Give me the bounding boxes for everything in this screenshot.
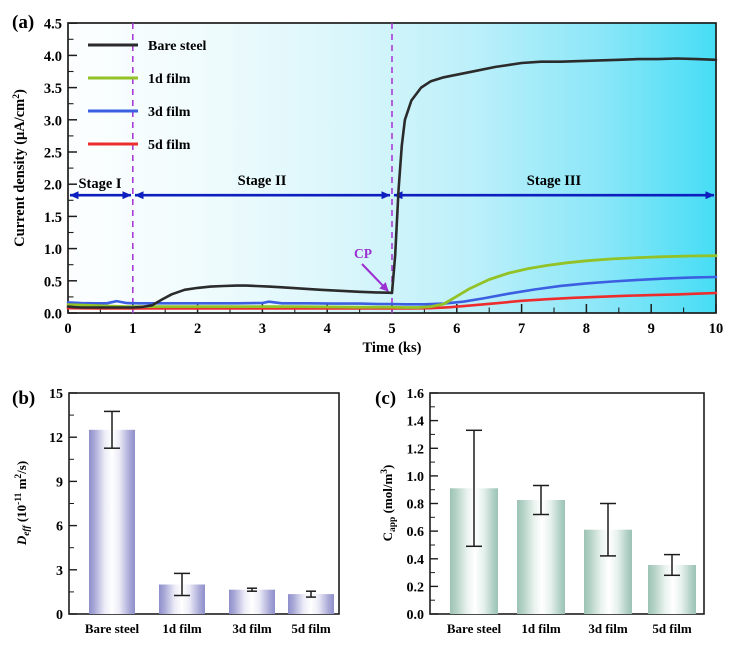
panel-c-ytick-3: 0.6 [407,525,425,540]
panel-c-cat-1: 1d film [521,621,561,636]
table-row [229,589,275,614]
panel-a-series-group [66,57,718,310]
panel-b-ytick-3: 9 [56,475,63,490]
panel-b-y-axis-title: Deff (10-11 m2/s) [14,461,32,546]
panel-a-y-axis-title: Current density (μA/cm2) [12,89,28,247]
panel-c-ytick-2: 0.4 [407,553,425,568]
table-row [89,429,135,614]
panel-b-category-axis: Bare steel 1d film 3d film 5d film [85,621,331,636]
table-row [517,500,565,614]
panel-b-ytick-0: 0 [56,608,63,623]
panel-a-xtick-6: 6 [453,321,460,337]
panel-a-stage-annotations: Stage I Stage II Stage III [69,173,715,200]
panel-c-error-bars [466,429,680,577]
panel-b-ytick-1: 3 [56,564,63,579]
panel-c-y-axis: 0.0 0.2 0.4 0.6 0.8 1.0 1.2 1.4 1.6 [407,387,438,623]
panel-a-xtick-5: 5 [388,321,395,337]
panel-c-cat-2: 3d film [588,621,628,636]
panel-c-ytick-6: 1.2 [407,442,425,457]
panel-b: (b) 0 3 6 9 12 15 Deff (10-11 m2/s) [12,387,340,636]
panel-a-ytick-9: 4.5 [44,17,62,33]
panel-a-xtick-7: 7 [518,321,525,337]
panel-a-xtick-3: 3 [259,321,266,337]
panel-a-xtick-10: 10 [709,321,724,337]
panel-c-ytick-1: 0.2 [407,580,425,595]
panel-a-x-axis-title: Time (ks) [363,340,422,356]
series-bare-steel [66,57,718,309]
stage-label-1: Stage I [78,176,121,192]
panel-c-ytick-7: 1.4 [407,415,425,430]
panel-c: (c) 0.0 0.2 0.4 0.6 0.8 1.0 1.2 [375,387,705,636]
legend-label-5d-film: 5d film [148,138,191,153]
panel-a: (a) 0.0 0.5 1.0 1.5 2.0 [12,12,723,356]
panel-b-ytick-2: 6 [56,520,63,535]
panel-a-legend: Bare steel 1d film 3d film 5d film [88,39,207,153]
panel-a-ytick-1: 0.5 [44,274,62,290]
panel-a-ytick-3: 1.5 [44,210,62,226]
panel-a-dashed-markers [132,23,393,313]
panel-c-y-axis-title: Capp (mol/m3) [380,465,398,542]
panel-b-error-bars [104,410,316,598]
panel-c-ytick-8: 1.6 [407,387,425,402]
stage-label-2: Stage II [238,173,287,189]
series-1d-film [66,254,718,309]
legend-label-3d-film: 3d film [148,105,191,120]
cp-label: CP [354,246,372,261]
panel-a-y-axis: 0.0 0.5 1.0 1.5 2.0 2.5 3.0 3.5 4.0 4.5 [44,17,77,323]
panel-c-ytick-5: 1.0 [407,470,425,485]
panel-a-ytick-5: 2.5 [44,146,62,162]
panel-b-cat-0: Bare steel [85,621,140,636]
panel-c-ytick-0: 0.0 [407,608,425,623]
series-3d-film [66,275,718,306]
stage-label-3: Stage III [527,173,582,189]
panel-a-ytick-0: 0.0 [44,307,62,323]
panel-a-xtick-2: 2 [194,321,201,337]
panel-c-ytick-4: 0.8 [407,498,425,513]
table-row [288,594,334,614]
panel-a-cp-annotation: CP [354,246,389,292]
panel-a-xtick-8: 8 [583,321,590,337]
panel-a-ytick-6: 3.0 [44,113,62,129]
panel-a-xtick-1: 1 [129,321,136,337]
panel-a-xtick-0: 0 [64,321,71,337]
panel-b-ytick-5: 15 [49,387,63,402]
panel-a-label: (a) [12,12,34,33]
panel-b-cat-2: 3d film [232,621,272,636]
panel-c-label: (c) [375,388,396,409]
panel-b-label: (b) [12,388,35,409]
legend-label-bare-steel: Bare steel [148,39,207,54]
panel-c-cat-3: 5d film [652,621,692,636]
panel-a-ytick-7: 3.5 [44,81,62,97]
panel-a-ytick-4: 2.0 [44,178,62,194]
panel-b-ytick-4: 12 [49,431,63,446]
panel-a-xtick-4: 4 [324,321,331,337]
panel-a-ytick-2: 1.0 [44,242,62,258]
panel-a-xtick-9: 9 [648,321,655,337]
legend-label-1d-film: 1d film [148,72,191,87]
panel-b-cat-3: 5d film [291,621,331,636]
series-5d-film [66,291,718,310]
panel-a-ytick-8: 4.0 [44,49,62,65]
panel-b-y-axis: 0 3 6 9 12 15 [49,387,77,623]
cp-arrow-icon [361,263,389,292]
panel-b-cat-1: 1d film [162,621,202,636]
panel-c-category-axis: Bare steel 1d film 3d film 5d film [447,621,692,636]
panel-c-cat-0: Bare steel [447,621,502,636]
panel-b-bars [89,429,334,614]
